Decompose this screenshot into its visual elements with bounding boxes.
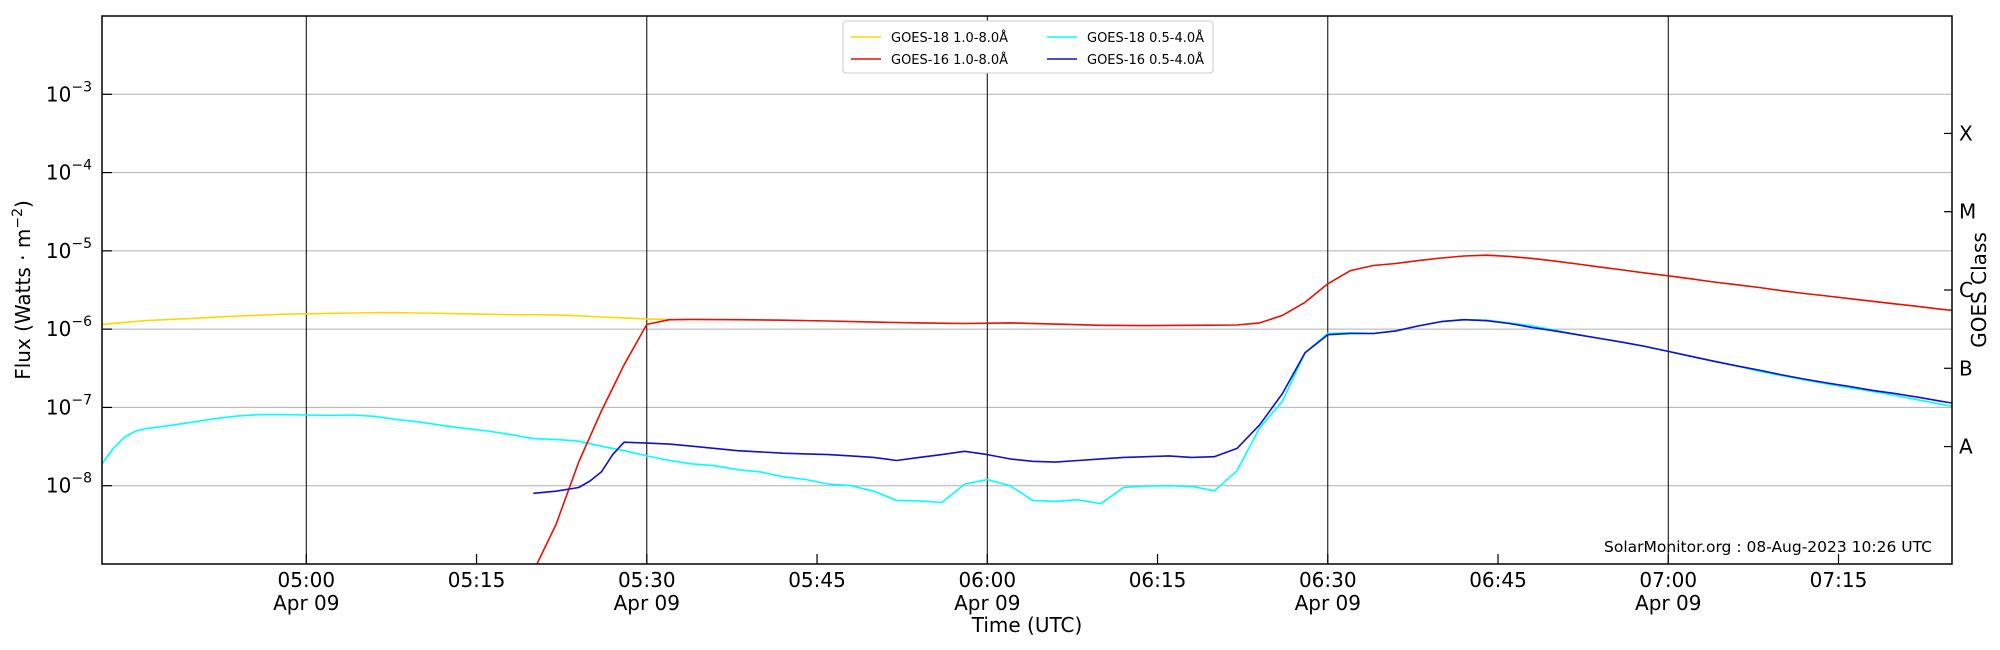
axis-ticks [102, 93, 1952, 564]
y-tick-power: −8 [71, 471, 92, 487]
goes-class-label: M [1959, 200, 1976, 224]
x-tick-date: Apr 09 [614, 591, 680, 615]
series-line [102, 318, 1952, 505]
plot-frame [101, 15, 1953, 565]
y-tick-power: −6 [71, 314, 92, 330]
x-tick-label: 06:45 [1469, 568, 1527, 592]
legend: GOES-18 1.0-8.0Å GOES-16 1.0-8.0Å GOES-18 … [842, 20, 1214, 74]
goes-class-label: B [1959, 356, 1973, 380]
x-tick-label: 05:15 [448, 568, 506, 592]
x-tick-date: Apr 09 [1295, 591, 1361, 615]
grid-lines [102, 16, 1952, 564]
x-axis-title: Time (UTC) [971, 613, 1083, 637]
y-axis-title: Flux (Watts · m−2) [10, 200, 35, 380]
y-tick-power: −3 [71, 79, 92, 95]
legend-entry-label: GOES-16 1.0-8.0Å [891, 52, 1008, 68]
y-tick-base: 10 [46, 239, 71, 263]
y-tick-base: 10 [46, 317, 71, 341]
credit-text: SolarMonitor.org : 08-Aug-2023 10:26 UTC [1604, 538, 1932, 556]
x-tick-label: 07:00 [1639, 568, 1697, 592]
x-tick-label: 06:00 [958, 568, 1016, 592]
legend-entry-label: GOES-18 1.0-8.0Å [891, 30, 1008, 46]
goes-class-labels: A B C M X [1959, 121, 1976, 458]
goes-class-label: X [1959, 121, 1973, 145]
x-tick-label: 05:30 [618, 568, 676, 592]
x-tick-label: 05:00 [277, 568, 335, 592]
y-tick-power: −4 [71, 158, 92, 174]
y-tick-label: 10−6 [46, 314, 92, 341]
y-axis-title-close: ) [11, 200, 35, 208]
legend-box [842, 20, 1214, 74]
y-tick-base: 10 [46, 395, 71, 419]
x-tick-label: 06:15 [1129, 568, 1187, 592]
y-tick-base: 10 [46, 161, 71, 185]
y-axis-title-sup: −2 [10, 208, 26, 229]
x-tick-label: 06:30 [1299, 568, 1357, 592]
y-tick-base: 10 [46, 474, 71, 498]
legend-entry-label: GOES-16 0.5-4.0Å [1087, 52, 1204, 68]
series-layer [102, 254, 1952, 564]
y-tick-label: 10−8 [46, 471, 92, 498]
y-tick-label: 10−5 [46, 236, 92, 263]
series-line [536, 254, 1952, 564]
series-line [533, 318, 1952, 495]
x-tick-date: Apr 09 [1635, 591, 1701, 615]
x-tick-label: 07:15 [1810, 568, 1868, 592]
y-tick-label: 10−3 [46, 79, 92, 106]
y-tick-base: 10 [46, 82, 71, 106]
x-tick-label: 05:45 [788, 568, 846, 592]
y-tick-power: −5 [71, 236, 92, 252]
y-tick-label: 10−7 [46, 392, 92, 419]
goes-class-axis-title: GOES Class [1967, 232, 1991, 348]
legend-entry-label: GOES-18 0.5-4.0Å [1087, 30, 1204, 46]
goes-class-label: C [1959, 278, 1973, 302]
series-line [102, 311, 670, 326]
goes-class-label: A [1959, 435, 1973, 459]
x-tick-date: Apr 09 [273, 591, 339, 615]
y-tick-labels: 10−810−710−610−510−410−3 [46, 79, 92, 497]
y-axis-title-main: Flux (Watts · m [11, 229, 35, 380]
y-tick-power: −7 [71, 392, 92, 408]
x-tick-date: Apr 09 [954, 591, 1020, 615]
y-tick-label: 10−4 [46, 158, 92, 185]
